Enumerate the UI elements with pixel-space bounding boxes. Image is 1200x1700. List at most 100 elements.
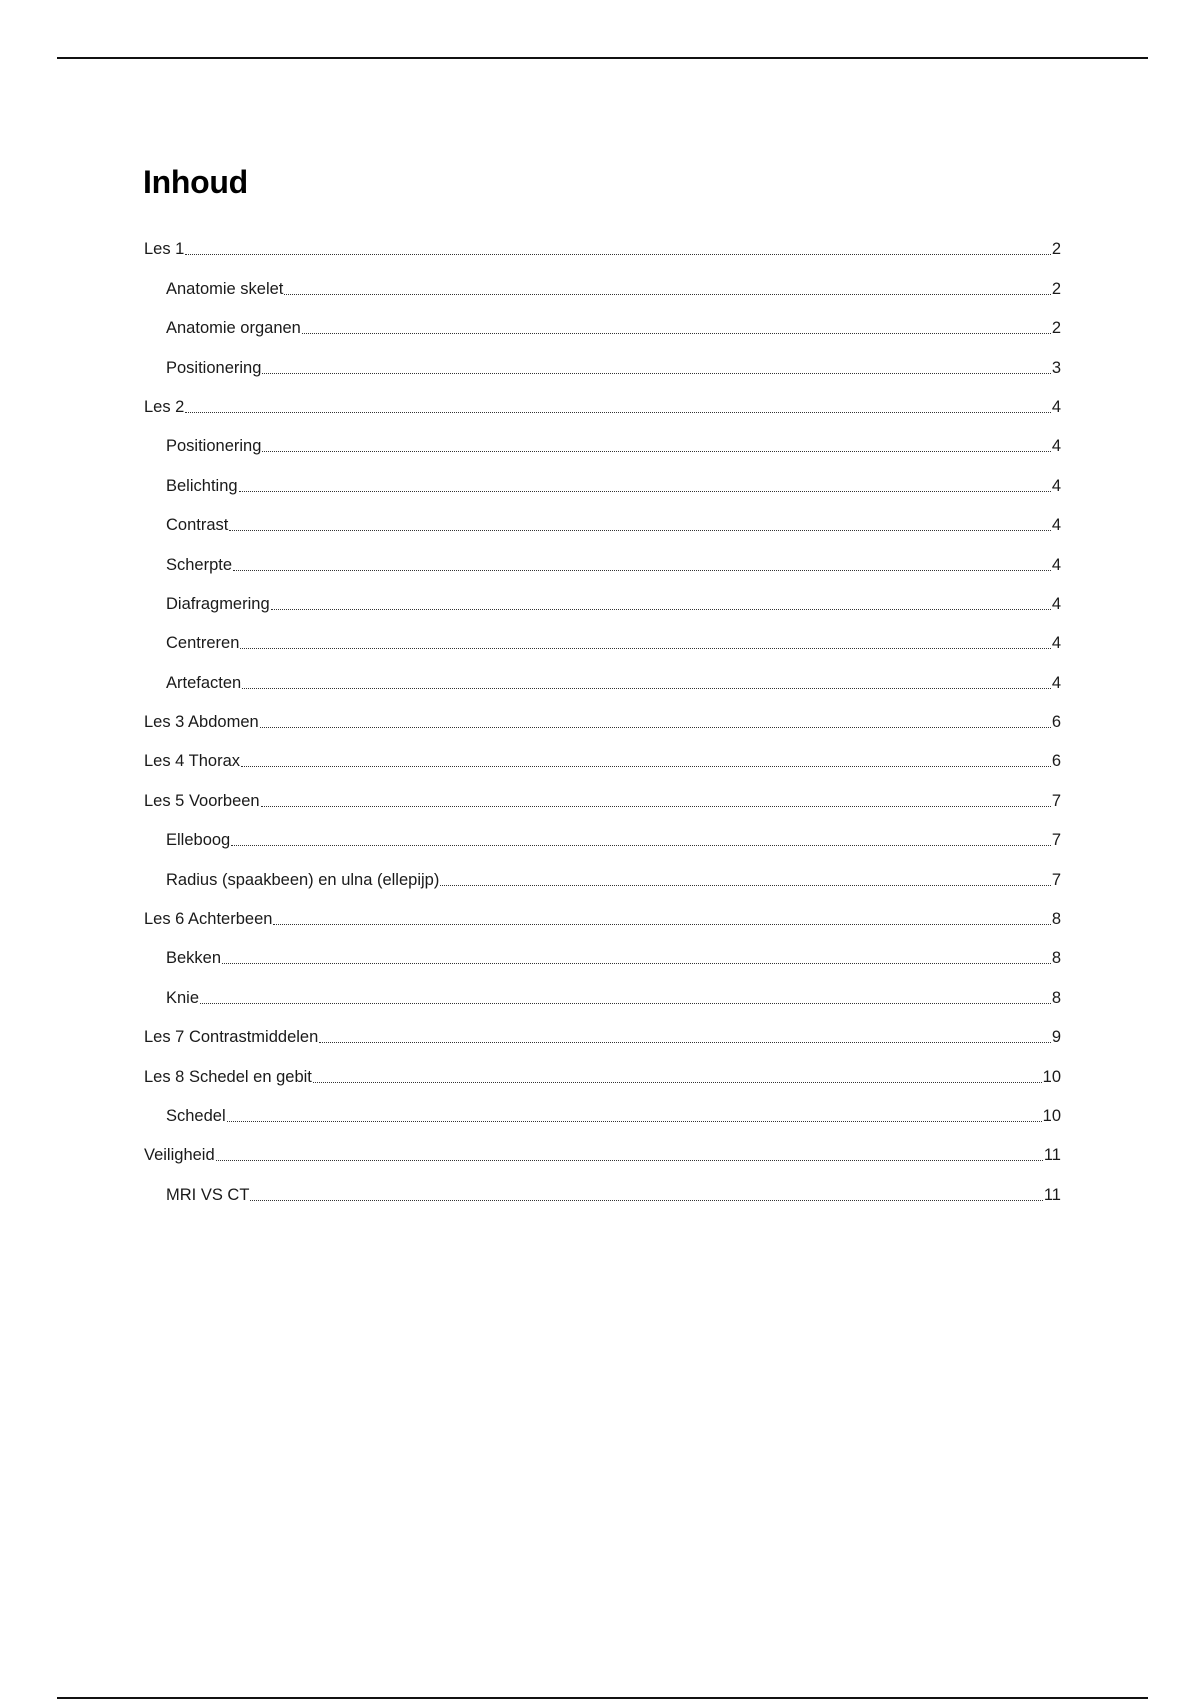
toc-entry-page[interactable]: 2	[1051, 279, 1061, 298]
toc-entry-page[interactable]: 7	[1051, 791, 1061, 810]
toc-entry[interactable]: Les 4 Thorax 6	[144, 732, 1061, 771]
dot-leader	[242, 687, 1051, 689]
toc-entry-page[interactable]: 4	[1051, 673, 1061, 692]
toc-entry-label[interactable]: Knie	[166, 988, 200, 1007]
dot-leader	[319, 1041, 1051, 1044]
toc-entry[interactable]: Les 8 Schedel en gebit 10	[144, 1047, 1061, 1086]
toc-entry[interactable]: Knie 8	[144, 968, 1061, 1007]
dot-leader	[185, 411, 1051, 413]
toc-entry[interactable]: Les 7 Contrastmiddelen 9	[144, 1008, 1061, 1047]
dot-leader	[229, 529, 1051, 532]
toc-entry[interactable]: Belichting 4	[144, 456, 1061, 495]
toc-entry[interactable]: Anatomie skelet 2	[144, 259, 1061, 298]
toc-entry-page[interactable]: 4	[1051, 634, 1061, 653]
dot-leader	[284, 293, 1051, 295]
toc-entry[interactable]: Les 5 Voorbeen 7	[144, 771, 1061, 810]
toc-entry-label[interactable]: Scherpte	[166, 555, 233, 574]
toc-entry-label[interactable]: MRI VS CT	[166, 1185, 250, 1204]
toc-entry-page[interactable]: 8	[1051, 949, 1061, 968]
dot-leader	[440, 884, 1051, 886]
toc-entry-label[interactable]: Les 8 Schedel en gebit	[144, 1067, 312, 1086]
dot-leader	[222, 962, 1051, 965]
toc-entry-page[interactable]: 4	[1051, 397, 1061, 416]
toc-entry-page[interactable]: 8	[1051, 910, 1061, 929]
toc-entry-page[interactable]: 6	[1051, 752, 1061, 771]
toc-entry-label[interactable]: Elleboog	[166, 831, 231, 850]
dot-leader	[259, 726, 1051, 729]
toc-entry[interactable]: Positionering 3	[144, 338, 1061, 377]
toc-entry[interactable]: Centreren 4	[144, 614, 1061, 653]
toc-entry[interactable]: Les 2 4	[144, 378, 1061, 417]
toc-entry[interactable]: Scherpte 4	[144, 535, 1061, 574]
toc-entry[interactable]: MRI VS CT 11	[144, 1165, 1061, 1204]
header-rule	[57, 57, 1148, 59]
toc-entry-page[interactable]: 4	[1051, 437, 1061, 456]
toc-entry-page[interactable]: 11	[1043, 1146, 1061, 1165]
toc-entry-label[interactable]: Bekken	[166, 949, 222, 968]
toc-entry[interactable]: Les 1 2	[144, 220, 1061, 259]
toc-entry-page[interactable]: 2	[1051, 319, 1061, 338]
toc-entry-page[interactable]: 2	[1051, 240, 1061, 259]
toc-entry-label[interactable]: Artefacten	[166, 673, 242, 692]
toc-entry-label[interactable]: Veiligheid	[144, 1146, 215, 1165]
toc-entry[interactable]: Schedel 10	[144, 1087, 1061, 1126]
toc-entry[interactable]: Positionering 4	[144, 417, 1061, 456]
dot-leader	[260, 805, 1051, 807]
toc-entry-label[interactable]: Positionering	[166, 358, 262, 377]
toc-entry-page[interactable]: 4	[1051, 476, 1061, 495]
toc-entry-page[interactable]: 7	[1051, 831, 1061, 850]
toc-entry-label[interactable]: Les 3 Abdomen	[144, 713, 259, 732]
dot-leader	[215, 1159, 1043, 1162]
toc-entry[interactable]: Radius (spaakbeen) en ulna (ellepijp) 7	[144, 850, 1061, 889]
toc-title: Inhoud	[143, 164, 248, 200]
dot-leader	[233, 569, 1051, 571]
toc-entry-page[interactable]: 3	[1051, 358, 1061, 377]
toc-entry[interactable]: Contrast 4	[144, 496, 1061, 535]
toc-entry-page[interactable]: 9	[1051, 1028, 1061, 1047]
dot-leader	[241, 765, 1051, 768]
toc-entry[interactable]: Les 6 Achterbeen 8	[144, 890, 1061, 929]
toc-entry-page[interactable]: 8	[1051, 988, 1061, 1007]
toc-entry-page[interactable]: 10	[1042, 1106, 1061, 1125]
toc-entry-label[interactable]: Les 2	[144, 397, 185, 416]
toc-entry-page[interactable]: 4	[1051, 516, 1061, 535]
toc-entry-page[interactable]: 4	[1051, 555, 1061, 574]
toc-entry[interactable]: Elleboog 7	[144, 811, 1061, 850]
toc-entry-page[interactable]: 4	[1051, 594, 1061, 613]
toc-entry-label[interactable]: Les 7 Contrastmiddelen	[144, 1028, 319, 1047]
toc-entry-label[interactable]: Les 5 Voorbeen	[144, 791, 260, 810]
toc-entry-page[interactable]: 11	[1043, 1185, 1061, 1204]
dot-leader	[301, 332, 1051, 335]
dot-leader	[238, 490, 1051, 492]
toc-entry-label[interactable]: Contrast	[166, 516, 229, 535]
dot-leader	[240, 647, 1051, 650]
toc-entry-label[interactable]: Les 4 Thorax	[144, 752, 241, 771]
toc-entry-page[interactable]: 10	[1042, 1067, 1061, 1086]
toc-entry-label[interactable]: Centreren	[166, 634, 240, 653]
toc-entry-label[interactable]: Anatomie skelet	[166, 279, 284, 298]
toc-entry-label[interactable]: Les 1	[144, 240, 185, 259]
dot-leader	[262, 450, 1051, 453]
footer-rule	[57, 1697, 1148, 1699]
dot-leader	[250, 1199, 1043, 1201]
toc-entry-page[interactable]: 7	[1051, 870, 1061, 889]
toc-entry[interactable]: Diafragmering 4	[144, 575, 1061, 614]
toc-entry-label[interactable]: Anatomie organen	[166, 319, 301, 338]
toc-entry-label[interactable]: Radius (spaakbeen) en ulna (ellepijp)	[166, 870, 440, 889]
dot-leader	[200, 1002, 1051, 1004]
toc-entry-page[interactable]: 6	[1051, 713, 1061, 732]
toc-entry-label[interactable]: Positionering	[166, 437, 262, 456]
toc-entry-label[interactable]: Schedel	[166, 1106, 226, 1125]
toc-entry-label[interactable]: Diafragmering	[166, 594, 270, 613]
dot-leader	[312, 1081, 1042, 1083]
dot-leader	[270, 608, 1051, 610]
toc-entry[interactable]: Bekken 8	[144, 929, 1061, 968]
toc-entry[interactable]: Anatomie organen 2	[144, 299, 1061, 338]
toc-entry[interactable]: Artefacten 4	[144, 653, 1061, 692]
toc-entry-label[interactable]: Les 6 Achterbeen	[144, 910, 273, 929]
dot-leader	[226, 1120, 1042, 1122]
toc-entry[interactable]: Veiligheid 11	[144, 1126, 1061, 1165]
toc-entry-label[interactable]: Belichting	[166, 476, 238, 495]
dot-leader	[185, 253, 1051, 256]
toc-entry[interactable]: Les 3 Abdomen 6	[144, 693, 1061, 732]
